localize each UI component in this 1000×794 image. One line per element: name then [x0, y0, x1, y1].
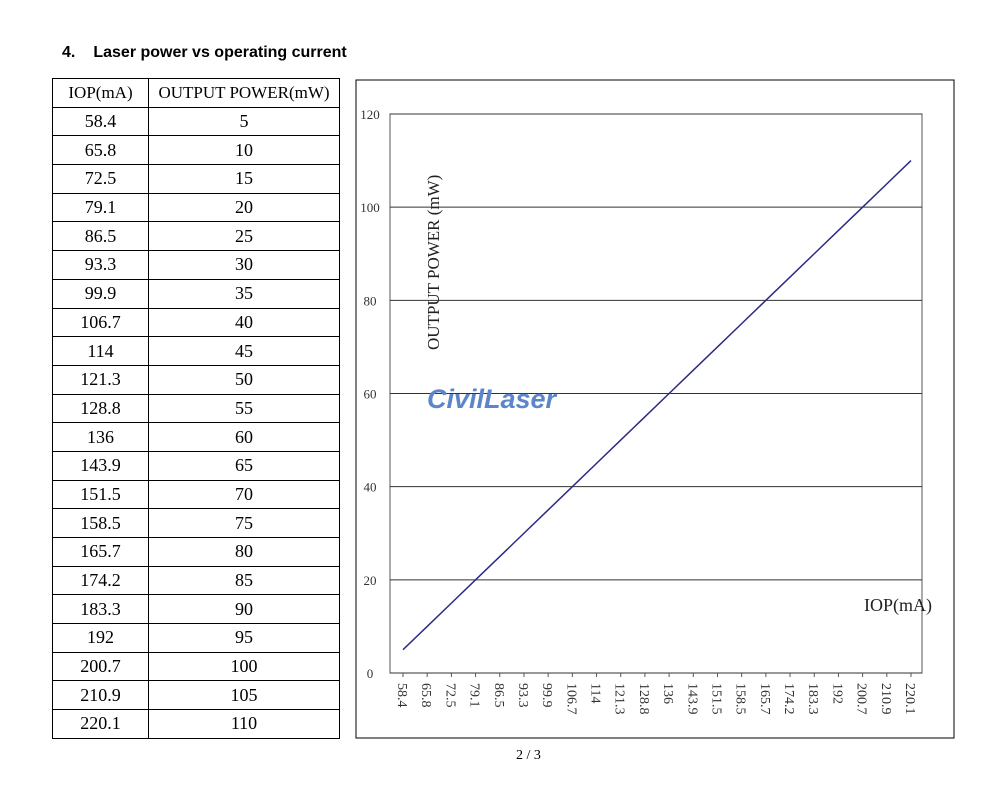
table-cell: 5	[148, 106, 340, 137]
table-cell: 85	[148, 565, 340, 596]
table-cell: 210.9	[52, 680, 149, 711]
table-cell: 100	[148, 651, 340, 682]
table-cell: 65.8	[52, 135, 149, 166]
y-tick-label: 100	[360, 200, 380, 215]
watermark: CivilLaser	[427, 384, 558, 414]
x-tick-label: 174.2	[781, 683, 796, 715]
x-tick-label: 151.5	[708, 683, 723, 715]
table-cell: 99.9	[52, 278, 149, 309]
x-tick-label: 106.7	[563, 683, 578, 715]
x-tick-label: 165.7	[757, 683, 772, 715]
x-axis-label: IOP(mA)	[864, 595, 932, 616]
table-cell: 174.2	[52, 565, 149, 596]
x-tick-label: 210.9	[878, 683, 893, 715]
table-cell: 90	[148, 594, 340, 625]
heading: 4. Laser power vs operating current	[62, 44, 347, 62]
y-tick-label: 40	[364, 480, 377, 495]
table-cell: 35	[148, 278, 340, 309]
table-cell: 10	[148, 135, 340, 166]
table-cell: 40	[148, 307, 340, 338]
table-cell: 165.7	[52, 537, 149, 567]
x-tick-label: 128.8	[636, 683, 651, 715]
x-tick-label: 114	[588, 683, 603, 703]
x-tick-label: 183.3	[805, 683, 820, 715]
data-table: IOP(mA) OUTPUT POWER(mW) 58.4 5 65.8 10 72.5 1…	[52, 78, 340, 739]
table-cell: 25	[148, 221, 340, 252]
table-cell: 70	[148, 479, 340, 510]
data-line	[402, 160, 912, 651]
table-cell: 200.7	[52, 651, 149, 682]
x-tick-label: 200.7	[854, 683, 869, 715]
table-cell: 20	[148, 192, 340, 223]
x-tick-label: 121.3	[612, 683, 627, 715]
table-cell: 50	[148, 364, 340, 395]
x-tick-label: 93.3	[515, 683, 530, 708]
x-tick-label: 79.1	[467, 683, 482, 708]
x-tick-label: 99.9	[539, 683, 554, 708]
y-tick-label: 80	[364, 293, 377, 308]
y-tick-label: 20	[364, 573, 377, 588]
table-cell: 58.4	[52, 106, 149, 137]
table-cell: 80	[148, 537, 340, 567]
table-cell: 158.5	[52, 508, 149, 538]
x-tick-label: 58.4	[394, 683, 409, 708]
table-cell: 143.9	[52, 450, 149, 481]
table-cell: 192	[52, 623, 149, 653]
table-cell: 30	[148, 250, 340, 280]
table-cell: 95	[148, 623, 340, 653]
y-tick-label: 120	[360, 107, 380, 122]
y-axis-label: OUTPUT POWER (mW)	[424, 175, 443, 350]
table-cell: 106.7	[52, 307, 149, 338]
x-tick-label: 86.5	[491, 683, 506, 708]
table-cell: 65	[148, 450, 340, 481]
table-cell: 45	[148, 336, 340, 366]
x-tick-label: 65.8	[418, 683, 433, 708]
y-tick-label: 0	[367, 666, 374, 681]
page-number: 2 / 3	[516, 748, 541, 763]
y-tick-label: 60	[364, 387, 377, 402]
x-tick-label: 143.9	[684, 683, 699, 715]
header-cell: IOP(mA)	[52, 78, 149, 108]
table-cell: 110	[148, 709, 340, 739]
table-cell: 75	[148, 508, 340, 538]
x-tick-label: 72.5	[442, 683, 457, 708]
table-cell: 86.5	[52, 221, 149, 252]
chart-frame	[355, 79, 955, 739]
table-cell: 105	[148, 680, 340, 711]
table-cell: 220.1	[52, 709, 149, 739]
x-tick-label: 158.5	[733, 683, 748, 715]
x-tick-label: 192	[829, 683, 844, 704]
heading-text: Laser power vs operating current	[93, 44, 347, 61]
table-cell: 183.3	[52, 594, 149, 625]
x-tick-label: 136	[660, 683, 675, 704]
heading-number: 4.	[62, 44, 76, 61]
x-tick-label: 220.1	[902, 683, 917, 715]
table-cell: 136	[52, 422, 149, 452]
table-cell: 121.3	[52, 364, 149, 395]
